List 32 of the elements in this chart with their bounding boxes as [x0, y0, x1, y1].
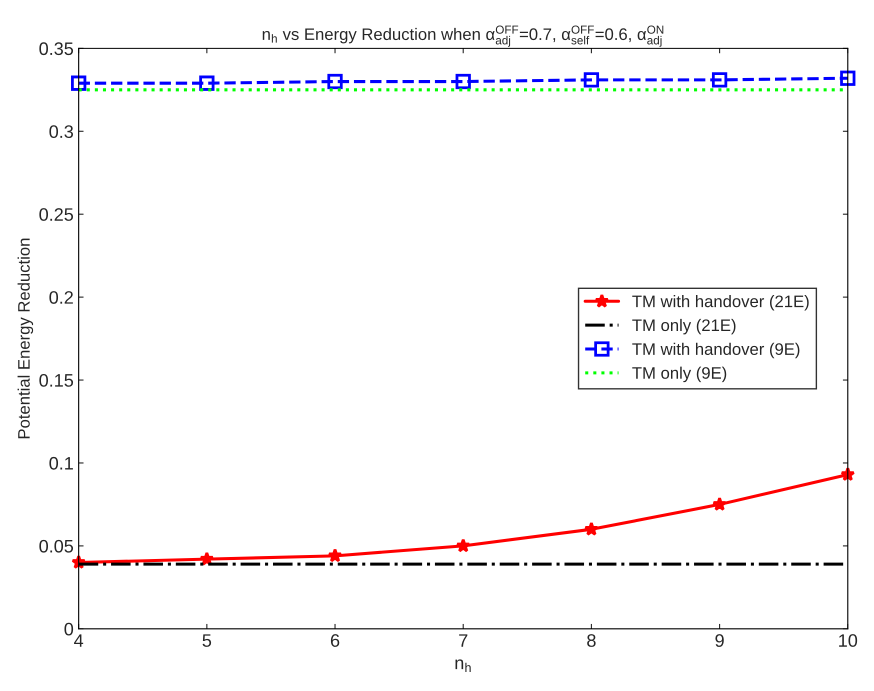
y-tick-label: 0.3	[49, 125, 74, 138]
legend-label: TM only (9E)	[632, 366, 726, 382]
y-tick-label: 0.25	[39, 208, 74, 221]
point	[456, 538, 471, 552]
x-tick-label: 8	[587, 634, 596, 647]
x-tick-label: 7	[459, 634, 468, 647]
point	[327, 74, 343, 90]
x-tick-label: 6	[330, 634, 340, 647]
y-tick-label: 0.1	[49, 456, 73, 470]
y-tick-label: 0.05	[39, 540, 74, 553]
y-tick-label: 0.2	[49, 291, 73, 304]
legend-label: TM with handover (9E)	[632, 342, 800, 358]
point	[712, 72, 728, 88]
y-tick-label: 0	[64, 622, 74, 636]
point	[71, 76, 86, 91]
x-tick-label: 4	[74, 634, 84, 647]
x-tick-label: 9	[715, 634, 724, 647]
x-axis-title: n$_{h}$	[455, 659, 471, 672]
point	[584, 522, 599, 536]
point	[712, 496, 727, 511]
legend-label: TM with handover (21E)	[632, 295, 809, 311]
point	[328, 548, 342, 562]
y-tick-label: 0.15	[39, 374, 74, 387]
point	[456, 74, 471, 90]
legend-label: TM only (21E)	[632, 318, 736, 334]
x-tick-label: 10	[839, 634, 858, 647]
point	[584, 72, 600, 88]
y-tick-label: 0.35	[39, 42, 74, 56]
chart-title: n$_{h}$ vs Energy Reduction when α$^{OFF}$$_{adj}$=0.7, α$^{OFF}$$_{self}$=0.6, α$^{ON}$$_{adj}$	[262, 26, 664, 47]
x-tick-label: 5	[202, 634, 212, 647]
y-axis-title: Potential Energy Reduction	[18, 238, 34, 438]
point	[840, 70, 856, 86]
